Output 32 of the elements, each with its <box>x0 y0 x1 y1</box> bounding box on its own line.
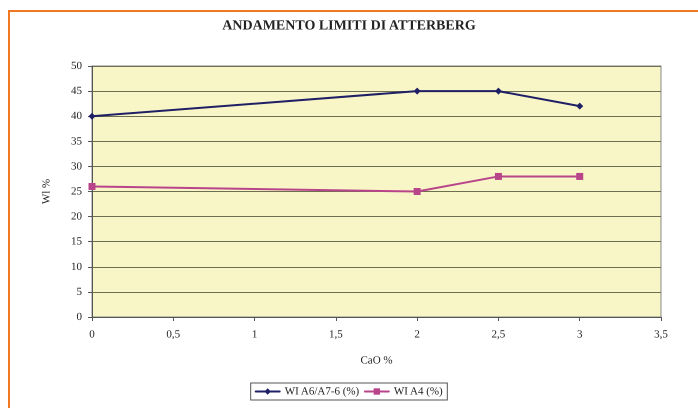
x-tick-label: 3,5 <box>654 328 668 340</box>
y-tick-label: 25 <box>71 186 82 198</box>
chart-title: ANDAMENTO LIMITI DI ATTERBERG <box>222 18 476 34</box>
legend-label: WI A4 (%) <box>394 386 444 398</box>
y-tick-label: 0 <box>76 311 82 323</box>
y-tick-label: 50 <box>71 60 82 72</box>
x-tick-label: 1 <box>252 328 258 340</box>
point <box>414 188 421 195</box>
x-tick-label: 0,5 <box>166 328 181 340</box>
y-tick-label: 35 <box>71 135 82 148</box>
y-tick-label: 30 <box>71 160 82 172</box>
point <box>414 88 421 95</box>
point <box>88 182 96 190</box>
y-axis-title: Wl % <box>40 178 52 204</box>
y-tick-label: 40 <box>71 110 82 122</box>
x-axis-title: CaO % <box>360 354 393 366</box>
x-tick-label: 2,5 <box>492 328 506 340</box>
x-tick-label: 1,5 <box>328 328 344 340</box>
point <box>576 102 584 110</box>
point <box>576 172 584 180</box>
x-tick-label: 0 <box>89 328 96 340</box>
legend-label: WI A6/A7-6 (%) <box>284 386 360 398</box>
y-tick-label: 20 <box>71 210 82 223</box>
y-tick-label: 15 <box>71 236 82 248</box>
x-tick-label: 2 <box>414 328 420 340</box>
point <box>88 112 96 120</box>
point <box>494 88 502 95</box>
point <box>494 172 502 180</box>
x-tick-label: 3 <box>576 328 583 340</box>
y-tick-label: 45 <box>71 85 82 98</box>
y-tick-label: 10 <box>71 260 82 273</box>
y-tick-label: 5 <box>76 286 82 298</box>
